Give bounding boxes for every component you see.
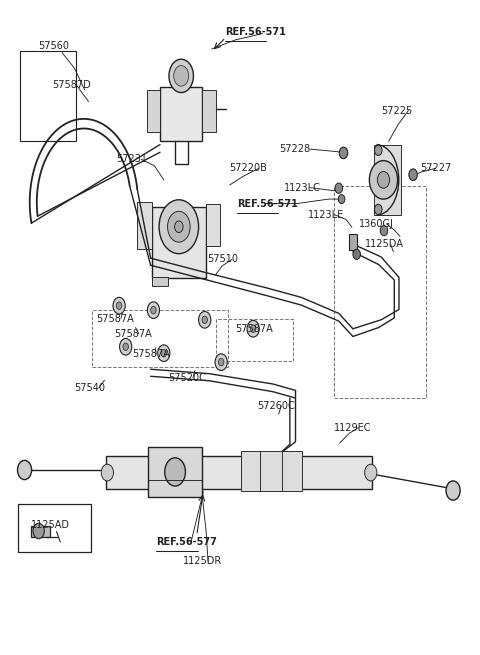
Text: 1129EC: 1129EC — [334, 422, 372, 433]
Text: 57587A: 57587A — [235, 324, 273, 335]
Circle shape — [123, 343, 129, 350]
Text: REF.56-571: REF.56-571 — [237, 198, 298, 208]
Circle shape — [202, 316, 207, 324]
Text: 1125AD: 1125AD — [31, 519, 70, 529]
Circle shape — [218, 358, 224, 366]
Bar — [152, 277, 168, 286]
Circle shape — [377, 172, 390, 188]
Bar — [206, 204, 220, 246]
Text: 1360GJ: 1360GJ — [359, 219, 394, 229]
Circle shape — [151, 307, 156, 314]
Circle shape — [374, 204, 382, 215]
Text: REF.56-577: REF.56-577 — [156, 537, 217, 547]
Circle shape — [174, 66, 189, 86]
Bar — [137, 202, 152, 248]
Circle shape — [339, 147, 348, 159]
Circle shape — [353, 249, 360, 259]
Circle shape — [365, 464, 377, 481]
Bar — [92, 310, 228, 367]
Circle shape — [409, 169, 417, 181]
Bar — [160, 86, 203, 141]
Circle shape — [168, 212, 190, 242]
Circle shape — [335, 183, 343, 193]
Circle shape — [147, 302, 159, 318]
Text: 57228: 57228 — [279, 144, 310, 154]
Circle shape — [215, 354, 228, 371]
Circle shape — [374, 145, 382, 155]
Text: 57587D: 57587D — [52, 80, 91, 90]
Bar — [147, 90, 160, 132]
Text: 57225: 57225 — [381, 105, 412, 115]
Text: 57260C: 57260C — [257, 401, 295, 411]
Circle shape — [199, 311, 211, 328]
Circle shape — [158, 345, 170, 362]
Text: 57510: 57510 — [207, 254, 238, 265]
Circle shape — [446, 481, 460, 500]
Text: 57540: 57540 — [74, 383, 106, 393]
Circle shape — [247, 320, 259, 337]
Bar — [241, 451, 302, 491]
Bar — [203, 90, 216, 132]
Circle shape — [116, 302, 122, 309]
Circle shape — [165, 458, 185, 486]
Text: 1123LE: 1123LE — [308, 210, 344, 219]
Bar — [348, 234, 357, 250]
Bar — [20, 52, 76, 141]
Circle shape — [17, 460, 32, 479]
Circle shape — [113, 297, 125, 314]
Bar — [152, 208, 206, 278]
Circle shape — [380, 225, 388, 236]
Text: REF.56-571: REF.56-571 — [225, 28, 286, 37]
Text: 1123LC: 1123LC — [284, 183, 321, 193]
Bar — [18, 504, 91, 552]
Text: 57587A: 57587A — [132, 350, 169, 360]
Bar — [148, 447, 203, 497]
Circle shape — [251, 325, 256, 333]
Text: 1125DR: 1125DR — [182, 556, 222, 566]
Text: 1125DA: 1125DA — [365, 239, 404, 249]
Text: 57220B: 57220B — [229, 163, 267, 174]
Bar — [106, 456, 372, 489]
Text: 57227: 57227 — [420, 163, 451, 174]
Text: 57231: 57231 — [116, 155, 147, 164]
Bar — [31, 526, 50, 536]
Circle shape — [33, 523, 44, 538]
Text: 57560: 57560 — [39, 41, 70, 51]
Circle shape — [338, 195, 345, 204]
Circle shape — [161, 349, 167, 357]
Bar — [216, 319, 293, 361]
Bar — [334, 186, 426, 398]
Circle shape — [169, 59, 193, 92]
Circle shape — [370, 160, 397, 199]
Circle shape — [159, 200, 199, 253]
Text: 57520C: 57520C — [168, 373, 206, 383]
Circle shape — [120, 339, 132, 355]
Text: 57587A: 57587A — [114, 329, 152, 339]
Bar — [374, 145, 401, 215]
Circle shape — [101, 464, 113, 481]
Text: 57587A: 57587A — [96, 314, 134, 324]
Circle shape — [175, 221, 183, 233]
